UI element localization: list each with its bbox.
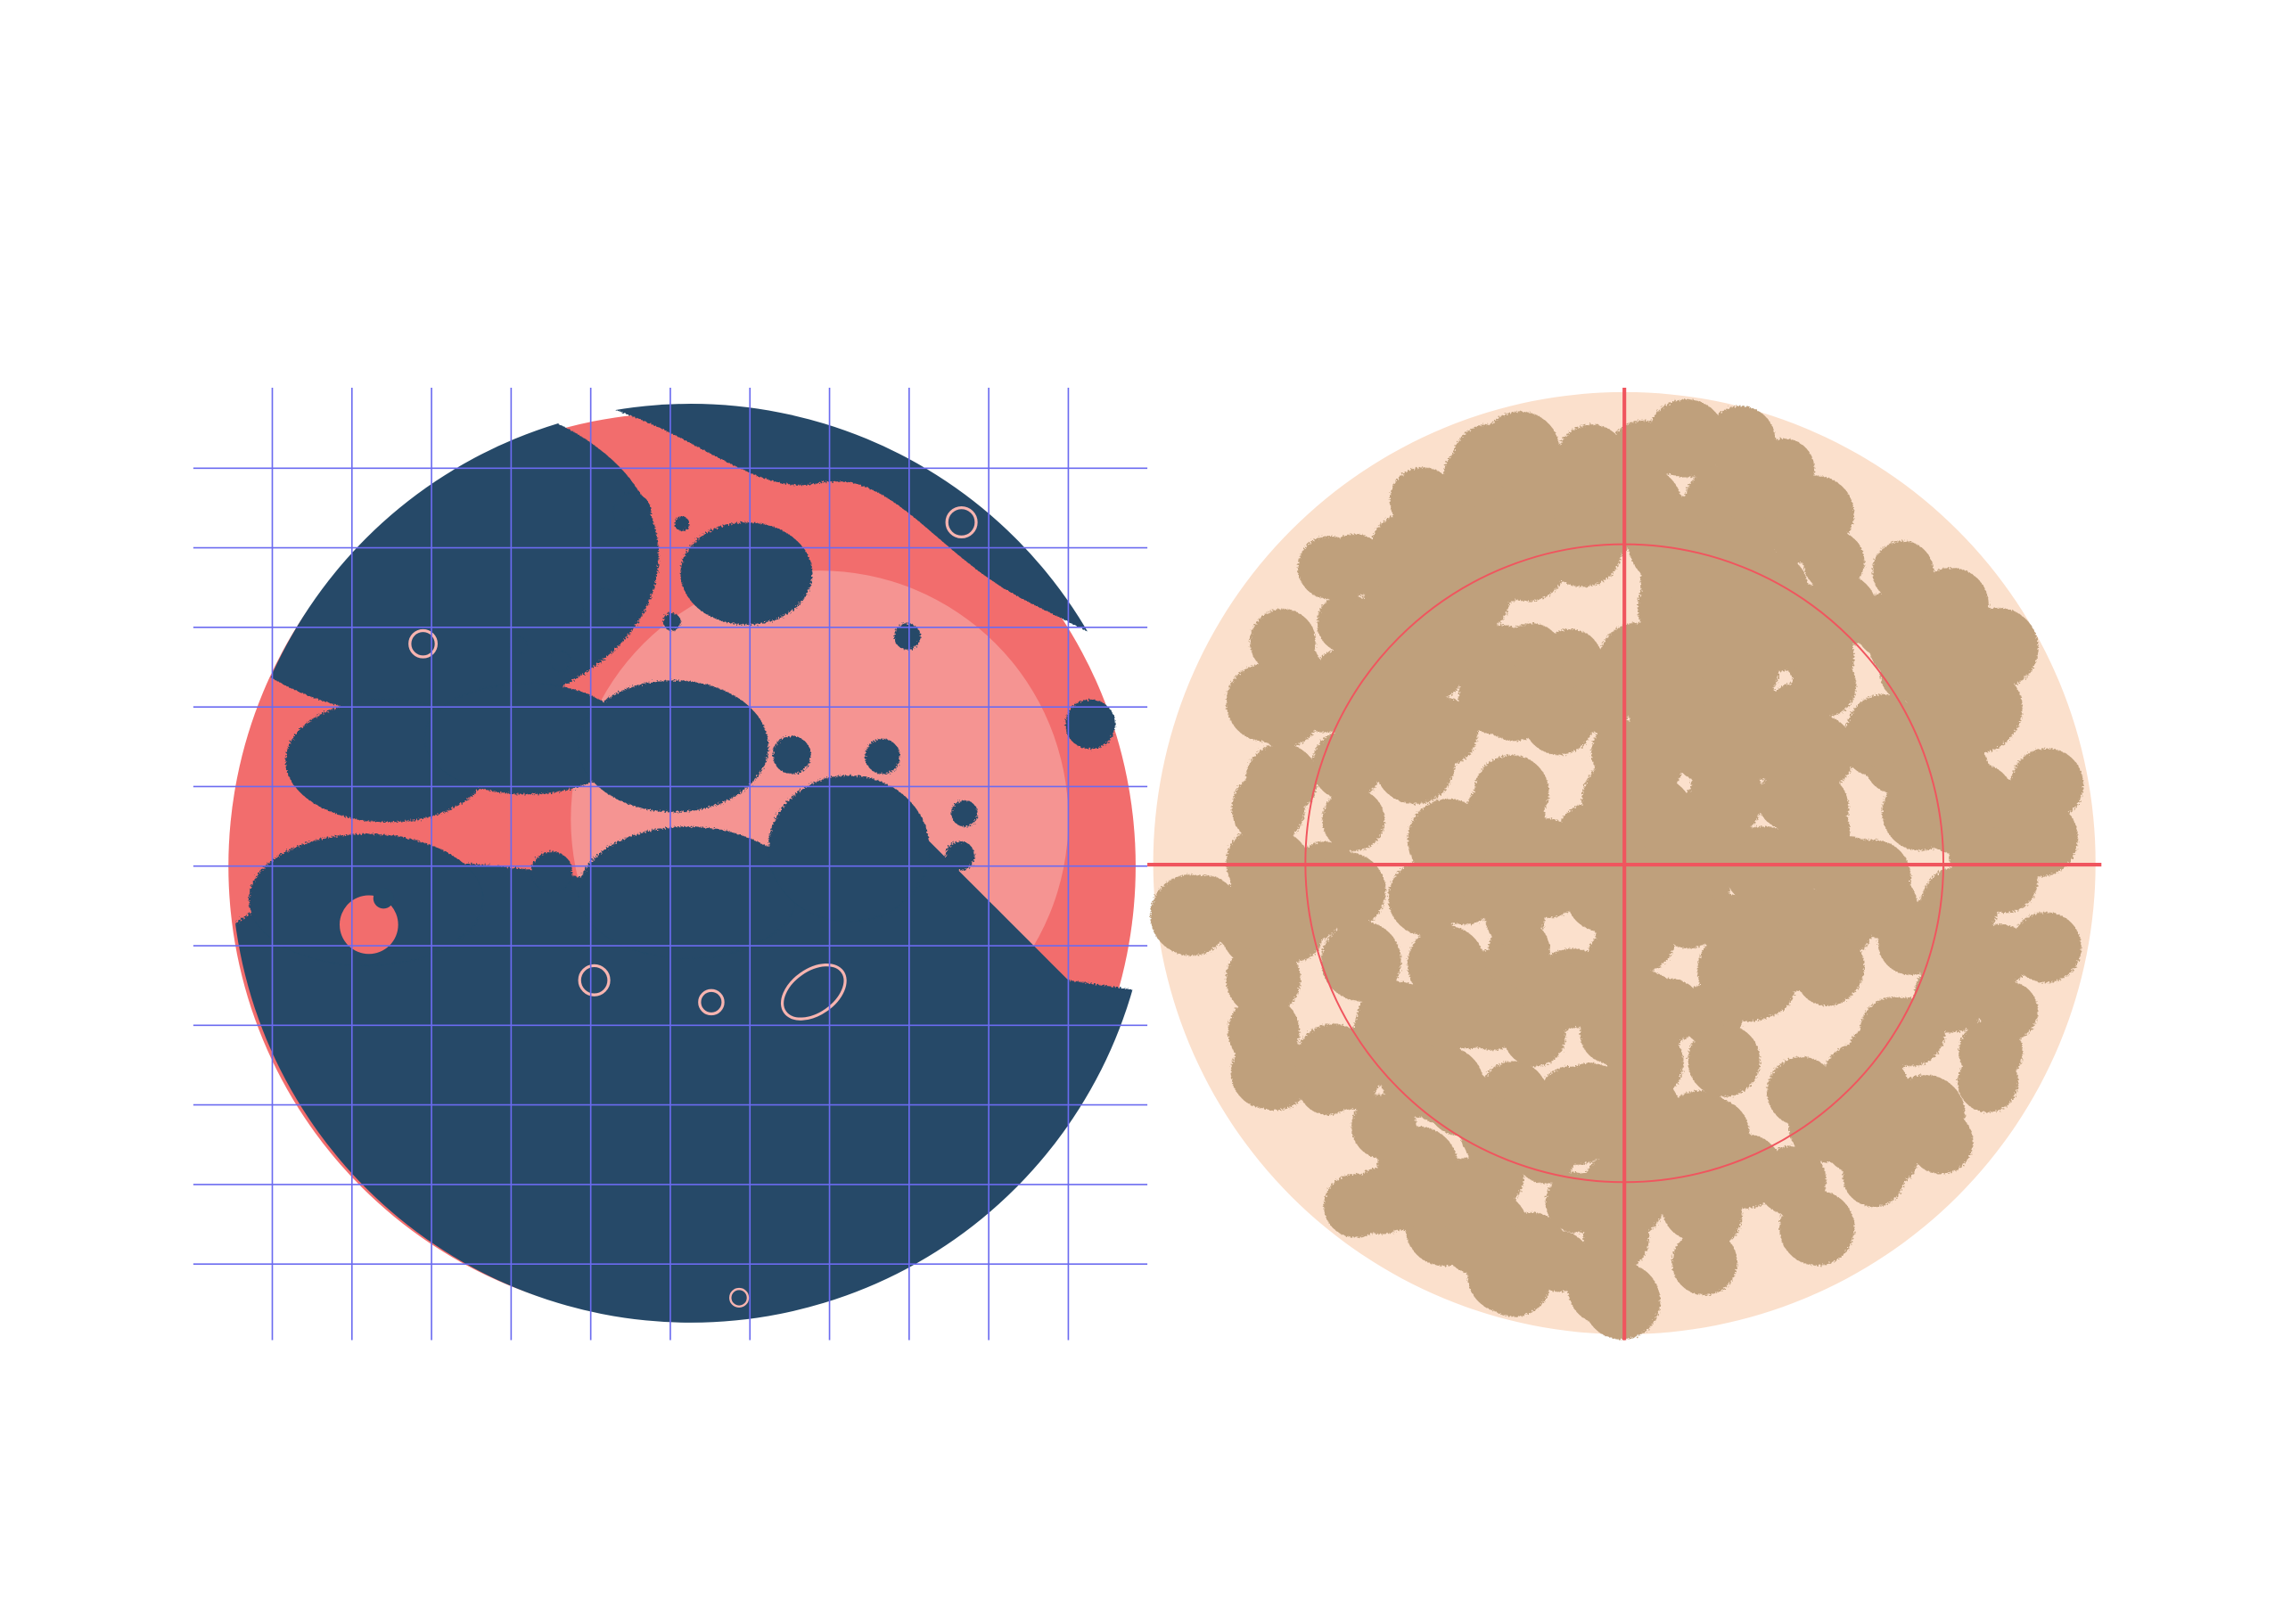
tan-dot [1777,793,1851,868]
tan-dot [1231,772,1305,845]
tan-dot [1308,851,1386,931]
navy-dot [373,888,394,909]
tan-dot [1321,921,1401,1002]
pink-ring [780,963,847,1021]
tan-dot [1583,1262,1661,1340]
pink-ring [729,1287,750,1308]
navy-dot [582,587,621,627]
tan-dot [1374,723,1456,804]
tan-dot [1556,802,1629,874]
tan-dot [1732,954,1795,1017]
tan-dot [1684,565,1748,629]
tan-dots [1150,398,2084,1340]
tan-dot [1914,958,1989,1033]
tan-dot [1715,677,1778,740]
tan-dot [1647,398,1726,478]
navy-dot [674,516,690,531]
tan-dot [1832,842,1903,914]
tan-dot [1529,1230,1590,1292]
tan-dot [1384,1043,1454,1114]
tan-dot [1920,865,1999,944]
tan-dot [1676,1097,1750,1172]
tan-dot [1246,673,1322,748]
tan-dot [1627,789,1687,849]
tan-dot [1458,660,1533,735]
pink-ring [698,988,725,1016]
navy-blob [768,775,930,923]
pink-ring [578,964,611,997]
tan-dot [1150,874,1232,956]
tan-dot [1503,1004,1566,1067]
tan-dot [1778,894,1845,962]
tan-dot [1681,1152,1750,1221]
tan-dot [1959,1019,2024,1084]
navy-dot [550,651,571,672]
navy-dot [1065,699,1115,750]
tan-dot [1753,439,1815,500]
tan-dot [1459,1096,1527,1165]
tan-dot [1656,884,1720,949]
tan-dot [1612,728,1683,800]
navy-dot [509,636,528,654]
navy-dot [772,735,811,775]
navy-blob [680,521,813,625]
tan-dot [1230,1036,1304,1109]
tan-dot [1480,411,1560,491]
tan-dot [1778,714,1855,791]
navy-dot [531,851,572,893]
tan-dot [1597,622,1679,704]
navy-dot [612,493,652,531]
navy-dot [865,738,900,775]
tan-dot [1388,1152,1454,1218]
navy-dot [951,800,978,827]
tan-dot [1392,611,1467,685]
tan-dot [1402,974,1479,1051]
navy-blob [424,683,629,795]
tan-dot [1467,1225,1538,1295]
navy-blob [578,680,768,812]
tan-dot [1439,1160,1499,1220]
tan-dot [1388,859,1465,936]
tan-dot [1929,740,1990,801]
tan-dot [1788,1089,1862,1163]
tan-dot [1433,547,1506,619]
pink-ring [945,505,978,539]
tan-dot [1885,1074,1966,1155]
tan-dot [1408,799,1490,881]
grid [193,387,1148,1341]
tan-dot [1601,1071,1680,1151]
pink-ring [408,628,438,659]
tan-dot [1696,769,1762,835]
navy-blob [578,826,798,959]
tan-dot [1351,1094,1417,1160]
tan-dot [1539,1066,1602,1129]
navy-dot [945,841,975,871]
navy-dot [662,612,681,631]
tan-dot [1756,1145,1827,1216]
tan-dot [1556,424,1627,495]
tan-dot [1578,951,1638,1011]
tan-dot [1217,875,1292,950]
tan-dot [1294,1023,1372,1101]
tan-dot [1671,1229,1737,1296]
tan-dot [1226,941,1301,1017]
tan-dot [1792,652,1857,718]
tan-dot [1688,1024,1761,1097]
pink-hole [339,895,398,955]
tan-dot [1545,1172,1606,1234]
tan-dot [1934,619,2005,690]
tan-dot [1969,923,2032,986]
tan-dot [1602,466,1683,547]
tan-dot [2010,748,2084,821]
tan-dot [1322,788,1385,851]
navy-dot [894,623,921,650]
tan-dot [1730,565,1790,625]
navy-lower [231,787,1151,1323]
